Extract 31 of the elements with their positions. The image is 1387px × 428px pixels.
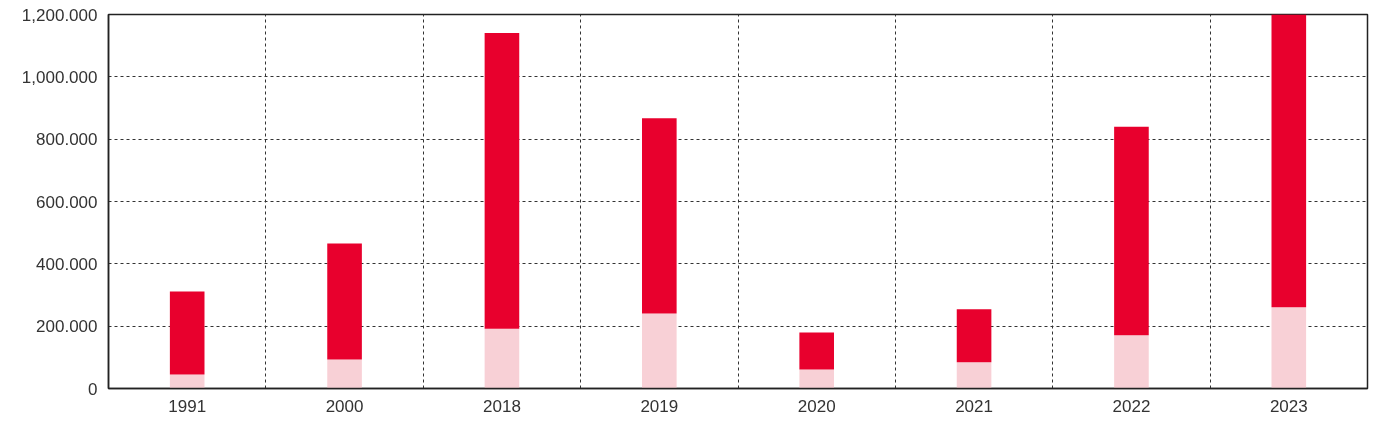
y-tick-label: 1,200.000 bbox=[21, 5, 98, 25]
y-tick-label: 200.000 bbox=[36, 317, 98, 337]
x-tick-label: 2021 bbox=[955, 396, 993, 416]
bar bbox=[956, 309, 992, 363]
bar bbox=[1114, 335, 1149, 389]
x-tick-label: 2022 bbox=[1112, 396, 1151, 416]
x-tick-label: 2023 bbox=[1269, 396, 1308, 416]
bar bbox=[799, 369, 834, 389]
x-tick-label: 2000 bbox=[325, 396, 364, 416]
y-tick-label: 0 bbox=[88, 379, 98, 399]
bar bbox=[327, 243, 362, 360]
x-tick-label: 2018 bbox=[483, 396, 521, 416]
bar bbox=[642, 313, 677, 389]
bar bbox=[1271, 307, 1307, 389]
y-tick-label: 1,000.000 bbox=[21, 67, 98, 87]
bar bbox=[799, 332, 834, 370]
x-tick-label: 2020 bbox=[797, 396, 836, 416]
bar bbox=[642, 118, 677, 314]
bar bbox=[484, 32, 520, 329]
bar bbox=[1271, 14, 1307, 308]
bar bbox=[1114, 126, 1149, 336]
y-tick-label: 400.000 bbox=[36, 254, 98, 274]
bar bbox=[484, 328, 520, 389]
bar bbox=[169, 291, 205, 375]
y-tick-label: 600.000 bbox=[36, 192, 98, 212]
bar bbox=[956, 362, 992, 389]
x-tick-label: 2019 bbox=[640, 396, 679, 416]
x-tick-label: 1991 bbox=[168, 396, 207, 416]
bar bbox=[327, 359, 362, 389]
bar bbox=[169, 374, 205, 389]
y-tick-label: 800.000 bbox=[36, 130, 98, 150]
